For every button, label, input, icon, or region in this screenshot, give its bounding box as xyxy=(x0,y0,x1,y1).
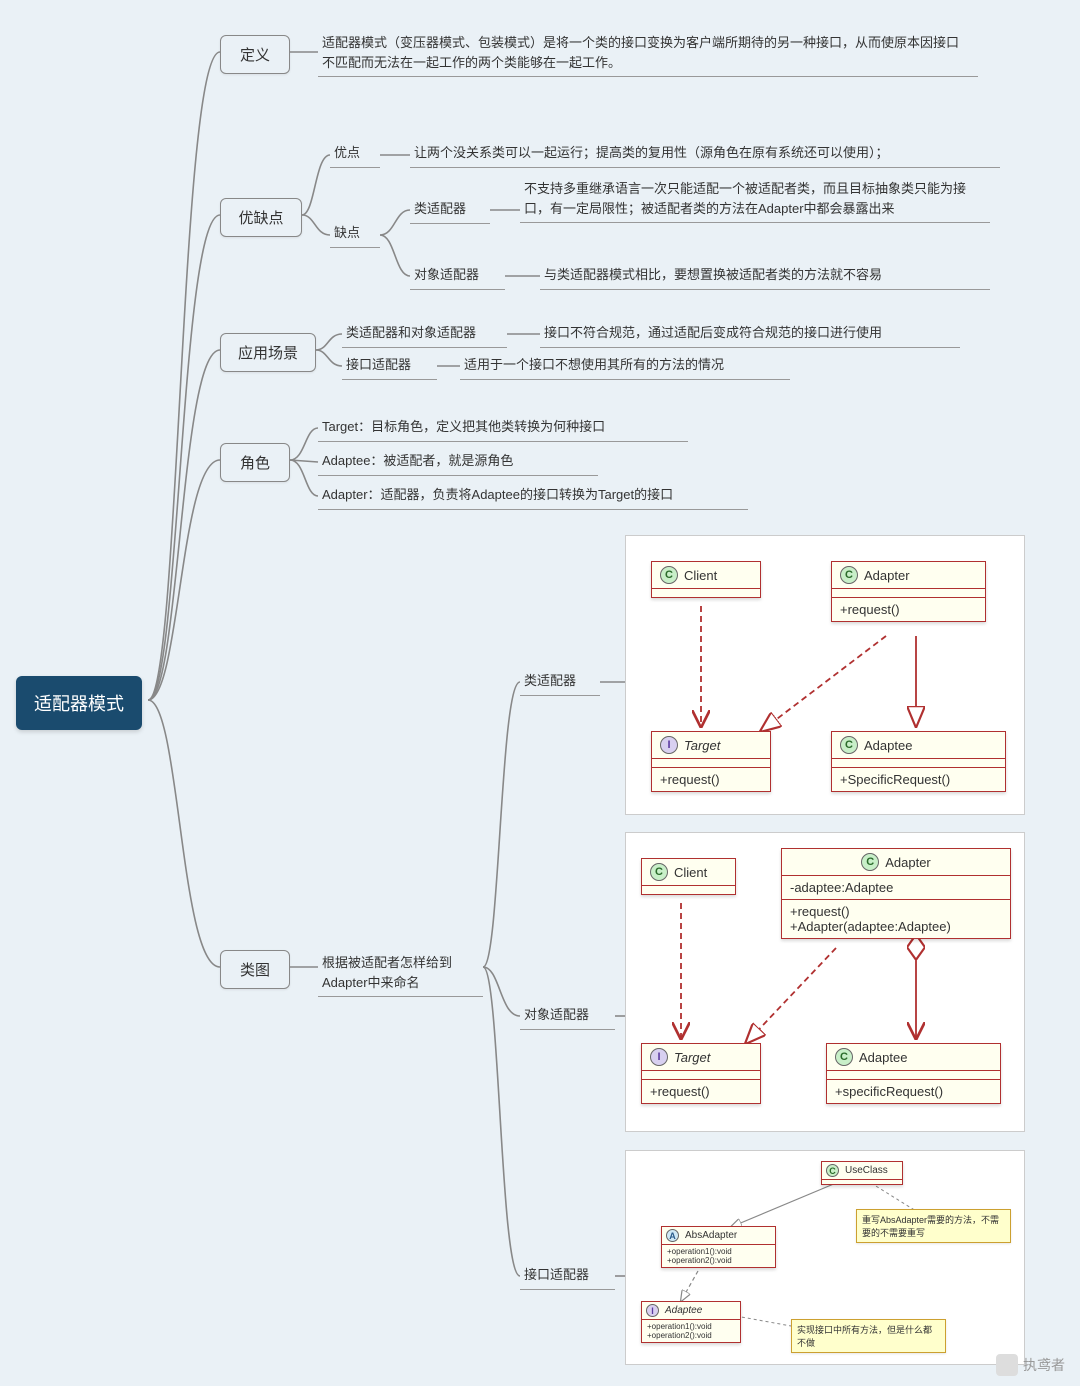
scen2-label: 接口适配器 xyxy=(342,352,437,380)
uml2-adaptee-method: +specificRequest() xyxy=(827,1080,1000,1103)
uml2-adapter-attr: -adaptee:Adaptee xyxy=(782,876,1010,900)
cons-obj-text: 与类适配器模式相比，要想置换被适配者类的方法就不容易 xyxy=(540,262,990,290)
uml2-adapter: Adapter xyxy=(885,855,931,870)
uml2-adaptee: Adaptee xyxy=(859,1050,907,1065)
uml2-target: Target xyxy=(674,1050,710,1065)
scen1-label: 类适配器和对象适配器 xyxy=(342,320,507,348)
pros-text: 让两个没关系类可以一起运行；提高类的复用性（源角色在原有系统还可以使用）； xyxy=(410,140,1000,168)
uml2-adapter-m1: +request() xyxy=(790,904,1002,919)
definition-text: 适配器模式（变压器模式、包装模式）是将一个类的接口变换为客户端所期待的另一种接口… xyxy=(318,30,978,77)
uml3-useclass: UseClass xyxy=(845,1165,888,1176)
scen1-text: 接口不符合规范，通过适配后变成符合规范的接口进行使用 xyxy=(540,320,960,348)
uml-adapter-method: +request() xyxy=(832,598,985,621)
watermark: 执鸢者 xyxy=(996,1354,1065,1376)
diagram-caption: 根据被适配者怎样给到Adapter中来命名 xyxy=(318,950,483,997)
uml3-adaptee: Adaptee xyxy=(665,1305,702,1316)
uml3-ad-m2: +operation2():void xyxy=(647,1331,735,1340)
scen2-text: 适用于一个接口不想使用其所有的方法的情况 xyxy=(460,352,790,380)
diagram-object-label: 对象适配器 xyxy=(520,1002,615,1030)
uml3-note1: 重写AbsAdapter需要的方法，不需要的不需要重写 xyxy=(856,1209,1011,1243)
root-node: 适配器模式 xyxy=(16,676,142,730)
branch-scenarios: 应用场景 xyxy=(220,333,316,372)
uml3-abs-m2: +operation2():void xyxy=(667,1256,770,1265)
uml2-adapter-m2: +Adapter(adaptee:Adaptee) xyxy=(790,919,1002,934)
branch-proscons: 优缺点 xyxy=(220,198,302,237)
branch-diagrams: 类图 xyxy=(220,950,290,989)
branch-roles: 角色 xyxy=(220,443,290,482)
uml3-absadapter: AbsAdapter xyxy=(685,1230,737,1241)
uml2-client: Client xyxy=(674,865,707,880)
uml-target: Target xyxy=(684,738,720,753)
pros-label: 优点 xyxy=(330,140,380,168)
uml-interface-adapter-panel: CUseClass AAbsAdapter +operation1():void… xyxy=(625,1150,1025,1365)
watermark-text: 执鸢者 xyxy=(1023,1355,1065,1375)
uml3-note2: 实现接口中所有方法，但是什么都不做 xyxy=(791,1319,946,1353)
role-adapter: Adapter：适配器，负责将Adaptee的接口转换为Target的接口 xyxy=(318,482,748,510)
uml-adaptee: Adaptee xyxy=(864,738,912,753)
uml3-abs-m1: +operation1():void xyxy=(667,1247,770,1256)
uml-class-adapter-panel: CClient CAdapter +request() ITarget +req… xyxy=(625,535,1025,815)
uml2-target-method: +request() xyxy=(642,1080,760,1103)
watermark-icon xyxy=(996,1354,1018,1376)
cons-label: 缺点 xyxy=(330,220,380,248)
branch-definition: 定义 xyxy=(220,35,290,74)
uml-client: Client xyxy=(684,568,717,583)
uml-object-adapter-panel: CClient CAdapter -adaptee:Adaptee +reque… xyxy=(625,832,1025,1132)
cons-obj-label: 对象适配器 xyxy=(410,262,505,290)
uml-adaptee-method: +SpecificRequest() xyxy=(832,768,1005,791)
cons-class-text: 不支持多重继承语言一次只能适配一个被适配者类，而且目标抽象类只能为接口，有一定局… xyxy=(520,176,990,223)
uml-target-method: +request() xyxy=(652,768,770,791)
uml3-ad-m1: +operation1():void xyxy=(647,1322,735,1331)
diagram-interface-label: 接口适配器 xyxy=(520,1262,615,1290)
diagram-class-label: 类适配器 xyxy=(520,668,600,696)
uml-adapter: Adapter xyxy=(864,568,910,583)
role-target: Target：目标角色，定义把其他类转换为何种接口 xyxy=(318,414,688,442)
role-adaptee: Adaptee：被适配者，就是源角色 xyxy=(318,448,598,476)
cons-class-label: 类适配器 xyxy=(410,196,490,224)
